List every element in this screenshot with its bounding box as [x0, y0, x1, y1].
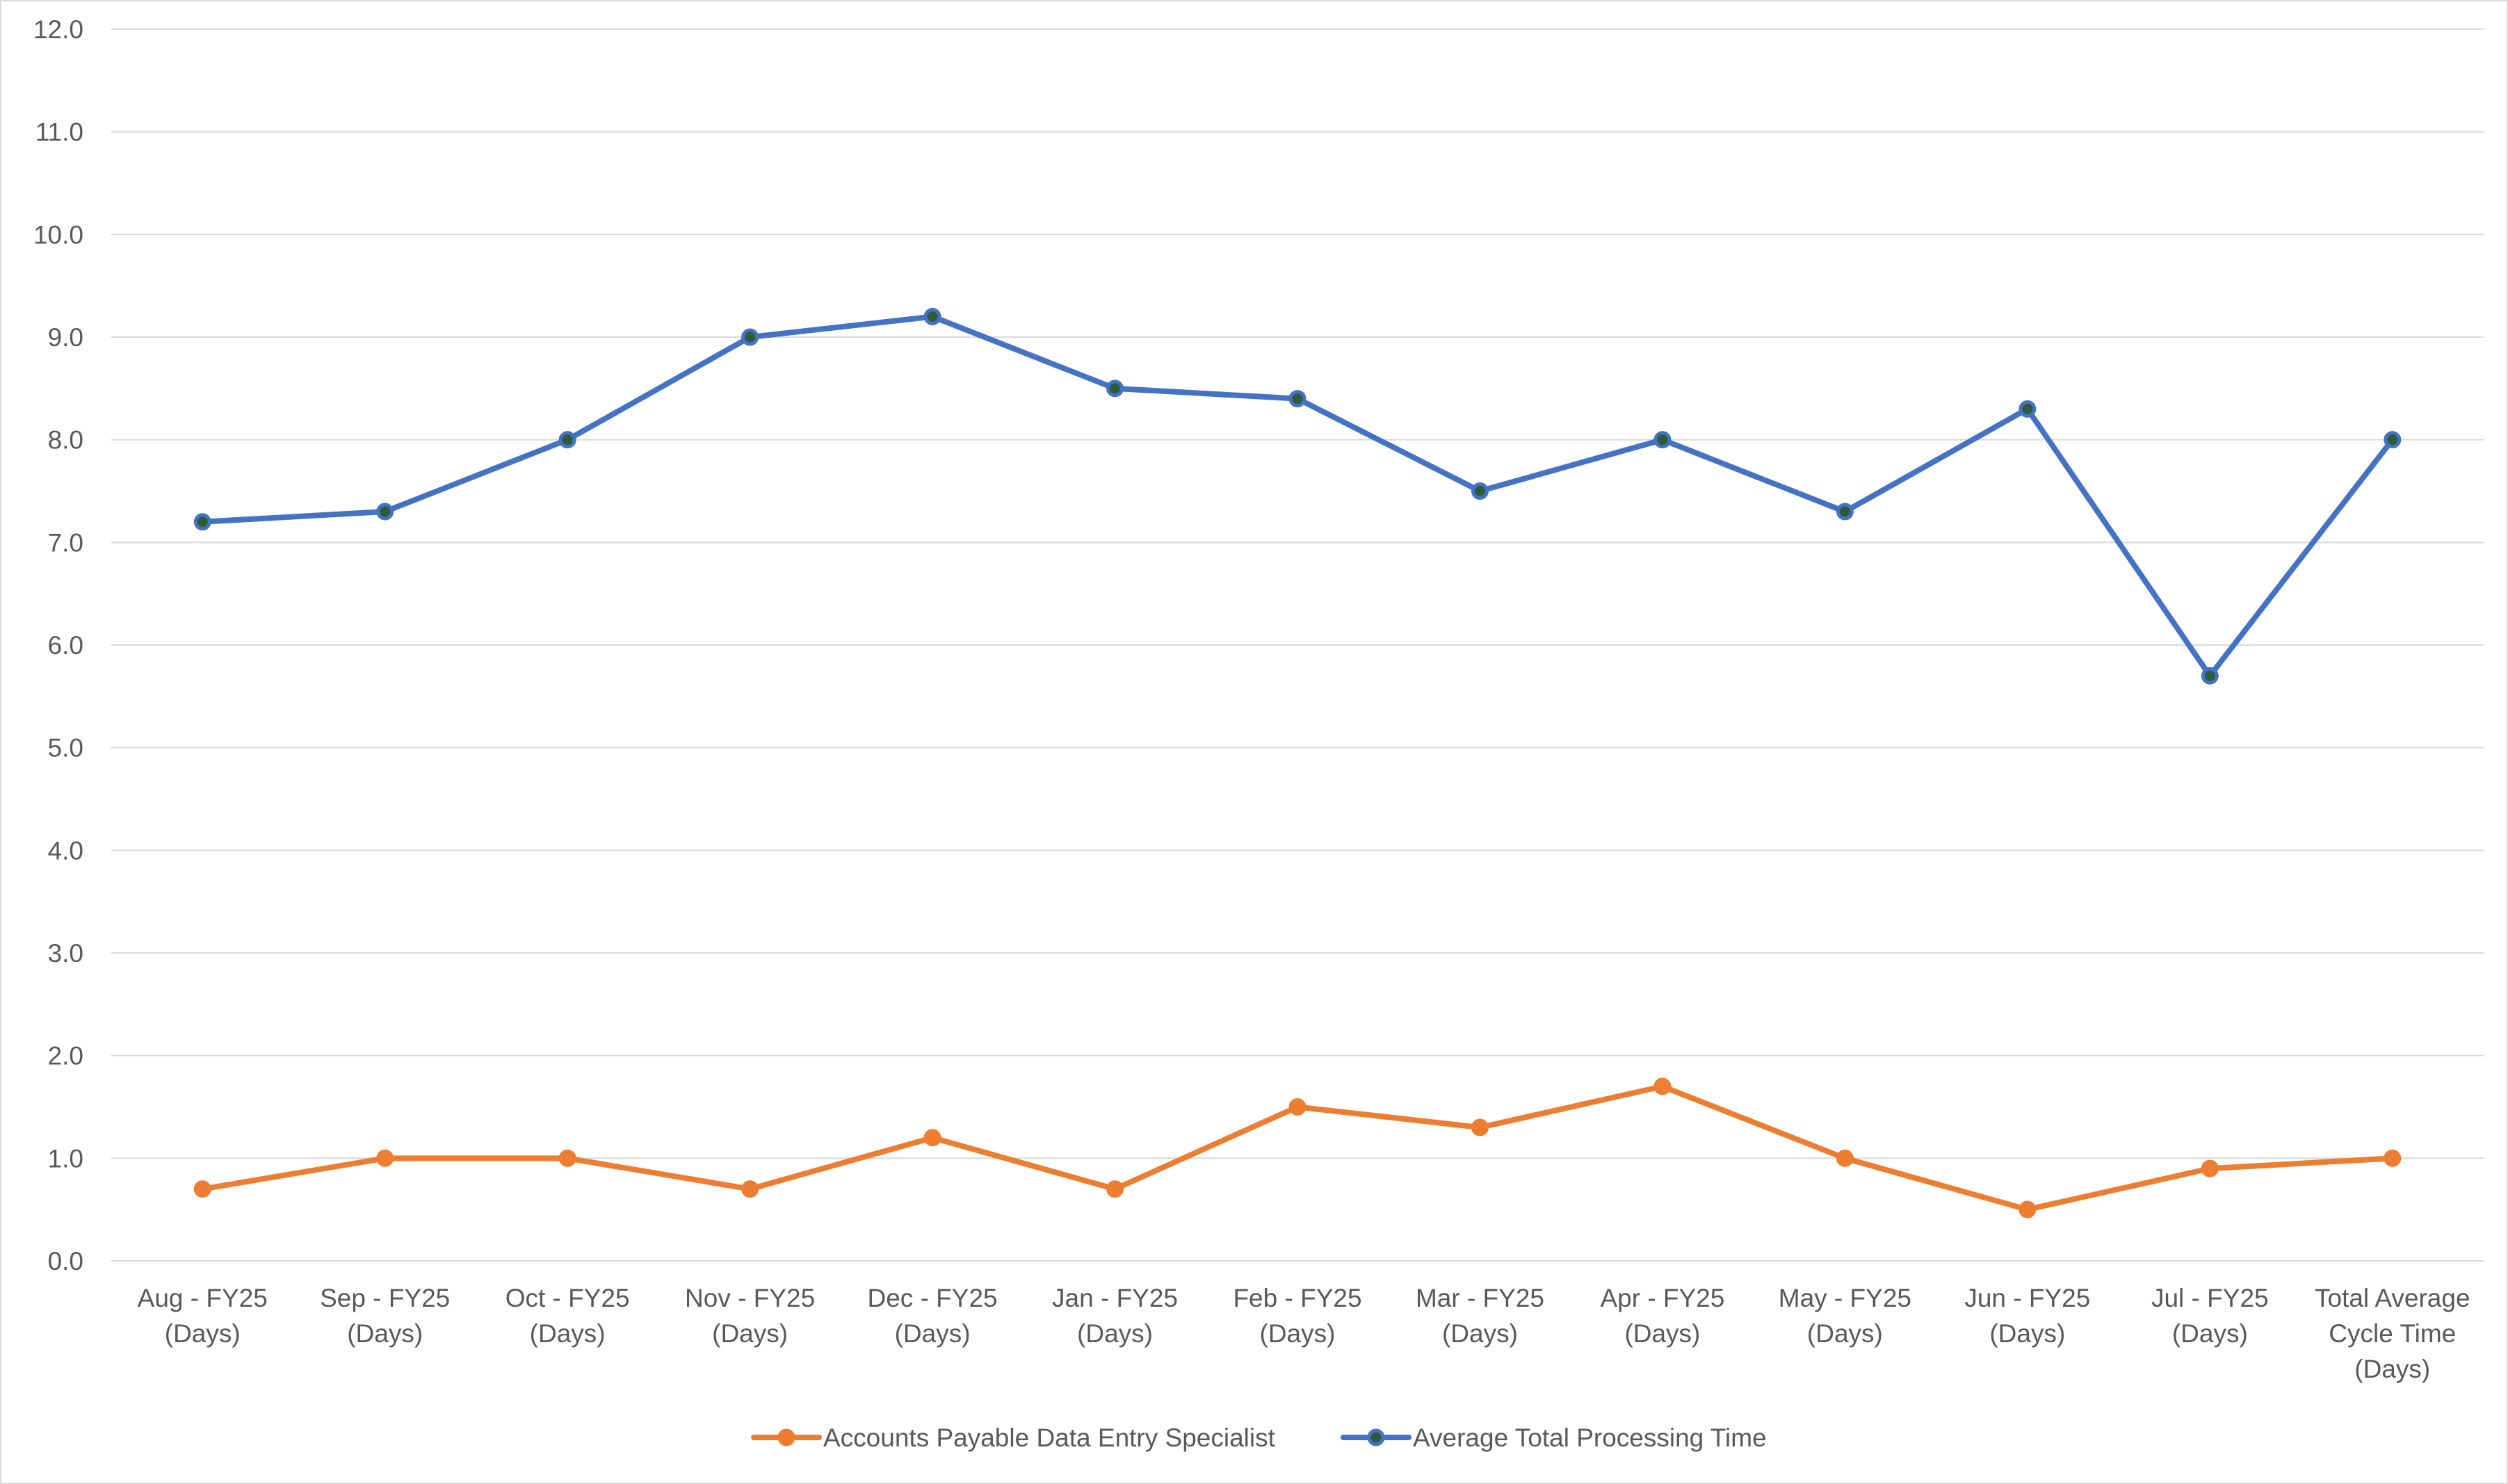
- data-point: [923, 307, 941, 325]
- data-point: [1471, 482, 1489, 500]
- x-category-label: Feb - FY25 (Days): [1233, 1284, 1361, 1348]
- data-point: [2201, 667, 2219, 685]
- y-tick-label: 6.0: [48, 631, 83, 660]
- x-category-label: Mar - FY25 (Days): [1416, 1284, 1544, 1348]
- y-tick-label: 7.0: [48, 528, 83, 557]
- gridlines: [111, 28, 2484, 1262]
- y-tick-label: 1.0: [48, 1144, 83, 1173]
- series-1: [193, 307, 2402, 685]
- data-point: [558, 1149, 576, 1167]
- y-tick-label: 8.0: [48, 426, 83, 455]
- legend-label: Average Total Processing Time: [1413, 1424, 1767, 1452]
- y-tick-label: 2.0: [48, 1042, 83, 1070]
- x-category-label: Apr - FY25 (Days): [1600, 1284, 1724, 1348]
- y-tick-label: 5.0: [48, 734, 83, 763]
- legend-marker: [1367, 1428, 1385, 1446]
- x-category-label: Jul - FY25 (Days): [2151, 1284, 2269, 1348]
- legend-label: Accounts Payable Data Entry Specialist: [823, 1424, 1276, 1452]
- data-point: [923, 1129, 941, 1147]
- legend: Accounts Payable Data Entry Specialist Av…: [751, 1424, 1767, 1452]
- data-point: [1471, 1118, 1489, 1136]
- x-category-label: May - FY25 (Days): [1779, 1284, 1911, 1348]
- data-point: [1653, 1077, 1672, 1095]
- y-tick-label: 9.0: [48, 323, 83, 352]
- y-tick-label: 3.0: [48, 939, 83, 968]
- y-axis-tick-labels: 0.0 1.0 2.0 3.0 4.0 5.0 6.0 7.0 8.0 9.0 10.0 11.0 12…: [33, 15, 83, 1275]
- series-0: [193, 1077, 2402, 1218]
- y-tick-label: 10.0: [33, 220, 83, 249]
- y-tick-label: 12.0: [33, 15, 83, 44]
- x-category-label: Sep - FY25 (Days): [320, 1284, 450, 1348]
- x-category-label: Oct - FY25 (Days): [505, 1284, 630, 1348]
- x-category-label: Dec - FY25 (Days): [868, 1284, 998, 1348]
- data-point: [2384, 1149, 2402, 1167]
- y-tick-label: 4.0: [48, 836, 83, 865]
- data-point: [2018, 1200, 2037, 1218]
- data-point: [2384, 431, 2402, 449]
- legend-marker: [777, 1428, 795, 1446]
- data-point: [1106, 380, 1124, 398]
- x-category-label: Aug - FY25 (Days): [138, 1284, 268, 1348]
- y-tick-label: 11.0: [35, 118, 83, 147]
- data-point: [193, 1180, 211, 1198]
- data-point: [1653, 431, 1672, 449]
- x-axis-category-labels: Aug - FY25 (Days) Sep - FY25 (Days) Oct - FY…: [138, 1284, 2470, 1383]
- data-point: [1288, 390, 1306, 408]
- series-line: [200, 313, 2395, 679]
- x-category-label: Total Average Cycle Time (Days): [2315, 1284, 2470, 1383]
- x-category-label: Nov - FY25 (Days): [685, 1284, 815, 1348]
- data-point: [2018, 400, 2037, 418]
- data-point: [1836, 1149, 1854, 1167]
- x-category-label: Jun - FY25 (Days): [1964, 1284, 2090, 1348]
- legend-item: Accounts Payable Data Entry Specialist: [751, 1424, 1276, 1452]
- data-point: [741, 1180, 759, 1198]
- legend-item: Average Total Processing Time: [1341, 1424, 1767, 1452]
- data-point: [2201, 1159, 2219, 1177]
- data-point: [193, 513, 211, 531]
- series-lines: [193, 307, 2402, 1218]
- data-point: [376, 1149, 394, 1167]
- data-point: [741, 328, 759, 346]
- x-category-label: Jan - FY25 (Days): [1052, 1284, 1178, 1348]
- y-tick-label: 0.0: [48, 1247, 83, 1275]
- data-point: [558, 431, 576, 449]
- data-point: [1106, 1180, 1124, 1198]
- data-point: [376, 503, 394, 521]
- data-point: [1836, 503, 1854, 521]
- data-point: [1288, 1098, 1306, 1116]
